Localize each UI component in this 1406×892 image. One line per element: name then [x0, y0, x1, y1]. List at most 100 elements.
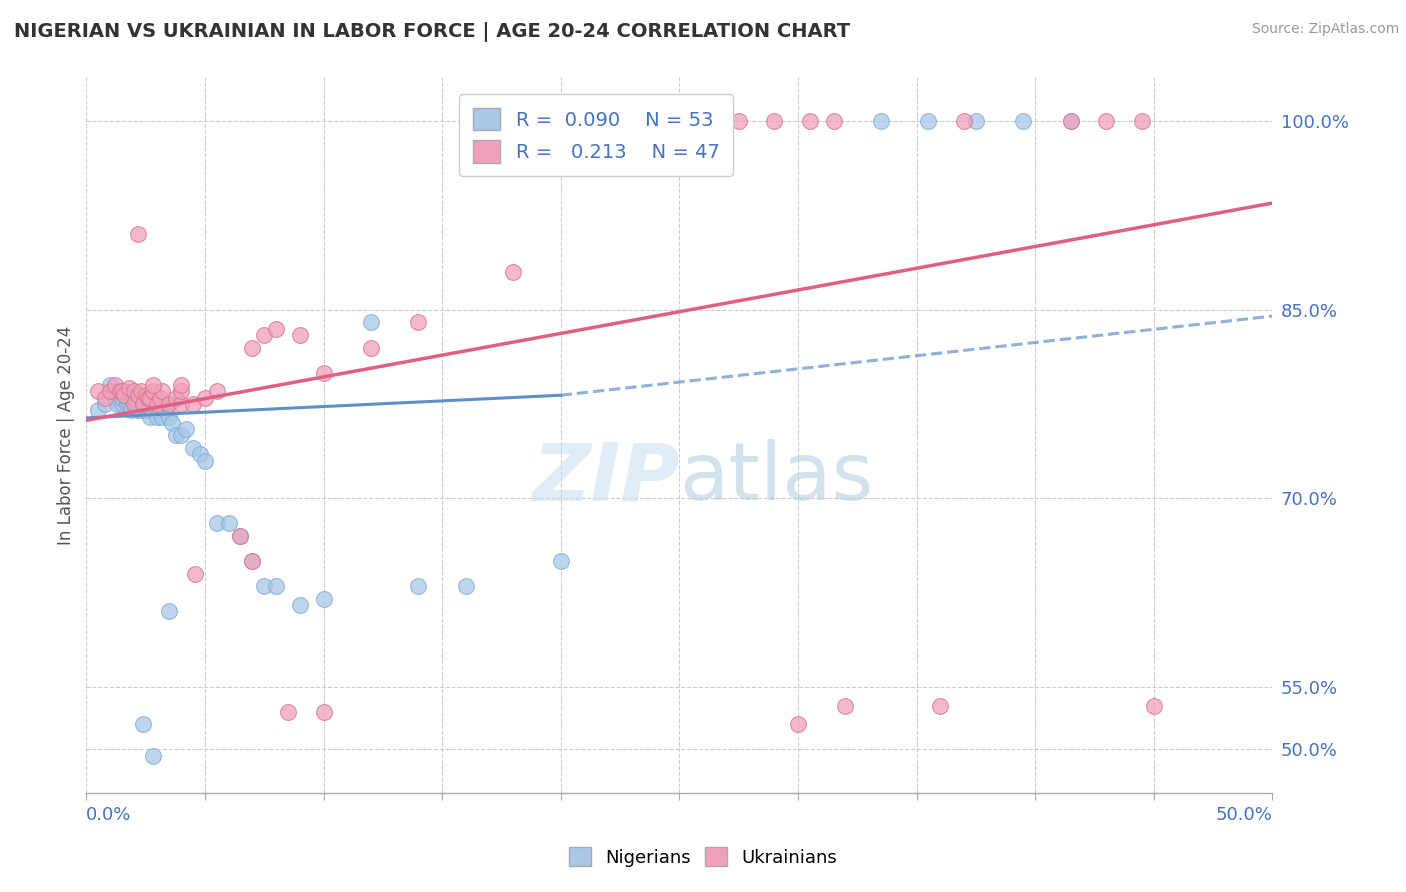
- Text: atlas: atlas: [679, 440, 873, 517]
- Point: [1143, 698, 1166, 713]
- Point: [108, 384, 131, 399]
- Point: [205, 516, 228, 531]
- Point: [112, 388, 135, 402]
- Point: [537, 114, 560, 128]
- Point: [181, 441, 204, 455]
- Point: [142, 378, 165, 392]
- Point: [127, 403, 149, 417]
- Point: [823, 114, 845, 128]
- Point: [149, 403, 172, 417]
- Point: [104, 378, 127, 392]
- Point: [136, 403, 159, 417]
- Point: [288, 327, 311, 342]
- Point: [142, 403, 165, 417]
- Point: [194, 453, 217, 467]
- Point: [153, 403, 176, 417]
- Point: [1012, 114, 1035, 128]
- Point: [146, 409, 169, 424]
- Point: [478, 114, 501, 128]
- Point: [135, 388, 157, 402]
- Point: [502, 265, 524, 279]
- Point: [98, 384, 121, 399]
- Point: [139, 391, 162, 405]
- Point: [112, 384, 135, 399]
- Point: [118, 397, 141, 411]
- Point: [104, 391, 127, 405]
- Text: Source: ZipAtlas.com: Source: ZipAtlas.com: [1251, 22, 1399, 37]
- Point: [157, 409, 180, 424]
- Point: [312, 591, 335, 606]
- Point: [277, 705, 299, 719]
- Y-axis label: In Labor Force | Age 20-24: In Labor Force | Age 20-24: [58, 326, 75, 545]
- Point: [240, 554, 263, 568]
- Point: [264, 579, 287, 593]
- Point: [240, 341, 263, 355]
- Point: [727, 114, 749, 128]
- Point: [122, 391, 145, 405]
- Point: [253, 327, 276, 342]
- Point: [115, 397, 138, 411]
- Point: [181, 397, 204, 411]
- Point: [218, 516, 240, 531]
- Point: [454, 579, 477, 593]
- Point: [170, 378, 193, 392]
- Point: [763, 114, 786, 128]
- Point: [929, 698, 952, 713]
- Point: [129, 403, 152, 417]
- Point: [125, 397, 148, 411]
- Point: [170, 397, 193, 411]
- Point: [194, 391, 217, 405]
- Point: [312, 705, 335, 719]
- Point: [799, 114, 821, 128]
- Point: [132, 397, 155, 411]
- Point: [550, 554, 572, 568]
- Point: [111, 397, 134, 411]
- Point: [1095, 114, 1118, 128]
- Point: [360, 315, 382, 329]
- Point: [136, 391, 159, 405]
- Point: [917, 114, 939, 128]
- Legend: R =  0.090    N = 53, R =   0.213    N = 47: R = 0.090 N = 53, R = 0.213 N = 47: [460, 95, 734, 177]
- Point: [229, 529, 252, 543]
- Point: [312, 366, 335, 380]
- Point: [122, 384, 145, 399]
- Point: [953, 114, 976, 128]
- Point: [132, 717, 155, 731]
- Point: [111, 384, 134, 399]
- Point: [135, 403, 157, 417]
- Point: [681, 114, 703, 128]
- Point: [87, 384, 110, 399]
- Point: [150, 409, 173, 424]
- Point: [165, 391, 187, 405]
- Point: [360, 341, 382, 355]
- Point: [160, 416, 183, 430]
- Point: [127, 227, 149, 242]
- Point: [150, 384, 173, 399]
- Point: [98, 378, 121, 392]
- Point: [127, 397, 149, 411]
- Text: ZIP: ZIP: [531, 440, 679, 517]
- Point: [170, 384, 193, 399]
- Point: [135, 397, 157, 411]
- Point: [288, 598, 311, 612]
- Point: [1130, 114, 1153, 128]
- Point: [184, 566, 207, 581]
- Point: [165, 428, 187, 442]
- Point: [142, 748, 165, 763]
- Point: [787, 717, 810, 731]
- Point: [105, 397, 128, 411]
- Point: [870, 114, 893, 128]
- Point: [94, 391, 117, 405]
- Point: [253, 579, 276, 593]
- Point: [408, 579, 430, 593]
- Point: [87, 403, 110, 417]
- Point: [111, 391, 134, 405]
- Point: [94, 397, 117, 411]
- Point: [620, 114, 643, 128]
- Point: [229, 529, 252, 543]
- Point: [170, 428, 193, 442]
- Text: NIGERIAN VS UKRAINIAN IN LABOR FORCE | AGE 20-24 CORRELATION CHART: NIGERIAN VS UKRAINIAN IN LABOR FORCE | A…: [14, 22, 851, 42]
- Point: [174, 422, 197, 436]
- Point: [240, 554, 263, 568]
- Point: [142, 384, 165, 399]
